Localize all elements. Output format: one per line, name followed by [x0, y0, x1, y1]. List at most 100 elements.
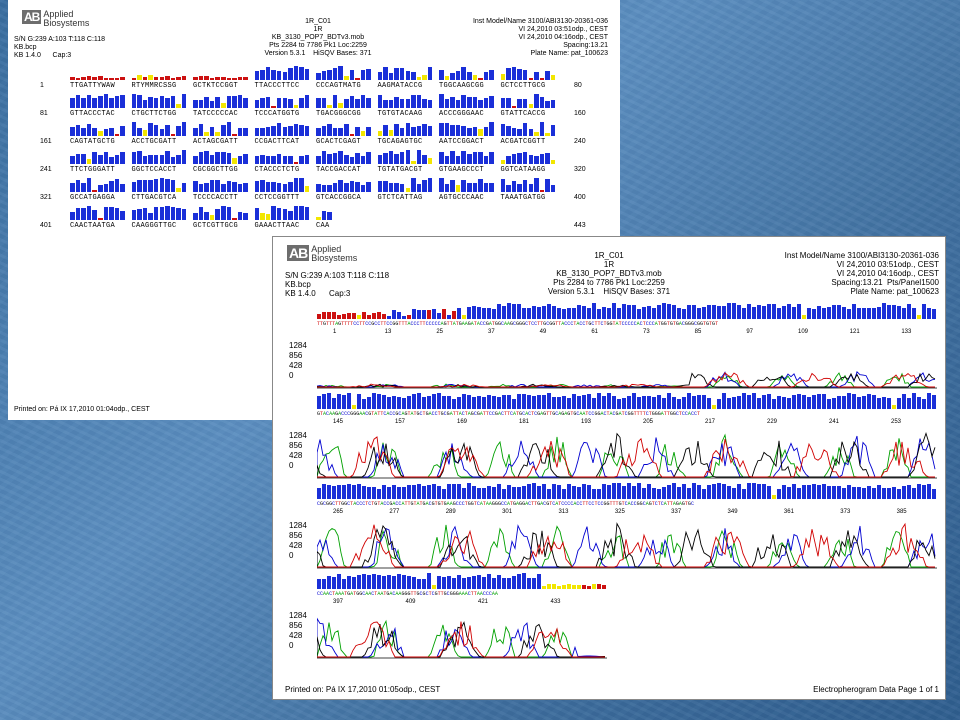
quality-bar [159, 207, 164, 220]
base-call: A [582, 411, 586, 417]
base-call: A [470, 321, 474, 327]
base-call: A [645, 501, 649, 507]
quality-bar [807, 307, 812, 319]
base-call: G [329, 501, 333, 507]
base-group: GTATTCACCG [500, 110, 546, 118]
base-call: C [476, 501, 480, 507]
base-group: GCTCGTTGCG [193, 222, 239, 230]
applied-biosystems-logo: AB Applied Biosystems [22, 10, 89, 28]
base-call: G [690, 321, 694, 327]
base-call: T [482, 501, 486, 507]
quality-bar [517, 153, 522, 164]
quality-bar [757, 398, 762, 409]
base-call: C [681, 411, 685, 417]
quality-bar [478, 100, 483, 108]
base-group: GTGAAGCCCT [439, 166, 485, 174]
base-call: T [380, 321, 384, 327]
quality-bar [226, 152, 232, 164]
quality-bar [387, 487, 392, 499]
base-call: A [600, 411, 604, 417]
quality-bar [847, 485, 852, 499]
quality-bar [562, 585, 567, 589]
quality-bar [120, 183, 125, 192]
quality-bar [747, 483, 752, 499]
quality-bar [797, 303, 802, 319]
base-call: G [404, 411, 408, 417]
quality-bar [877, 485, 882, 499]
y-axis-tick: 428 [289, 631, 303, 640]
base-call: G [458, 321, 462, 327]
quality-bar [545, 179, 550, 192]
quality-bar [170, 157, 176, 164]
quality-bar [492, 577, 497, 589]
base-call: A [335, 321, 339, 327]
quality-bar [817, 393, 822, 409]
base-call: T [528, 321, 532, 327]
base-call: A [425, 501, 429, 507]
applied-biosystems-logo: AB Applied Biosystems [287, 245, 357, 263]
base-call: T [558, 321, 562, 327]
quality-bar [332, 152, 338, 164]
quality-bar [847, 393, 852, 409]
base-call: A [555, 501, 559, 507]
base-call: C [588, 411, 592, 417]
quality-bar [472, 576, 477, 589]
quality-bar [271, 182, 276, 192]
quality-bar [812, 308, 817, 319]
base-call: C [428, 321, 432, 327]
base-call: A [401, 501, 405, 507]
sequence-row: 321 GCCATGAGGA CTTGACGTCA TCCCCACCTT CCTCCGG… [8, 178, 620, 206]
base-group: TCCCATGGTG [254, 110, 300, 118]
base-call: T [558, 501, 562, 507]
quality-bar [260, 213, 265, 220]
quality-bar [528, 128, 533, 136]
quality-bar [304, 68, 310, 80]
base-call: T [609, 501, 613, 507]
base-call: A [368, 591, 372, 597]
base-call: T [669, 501, 673, 507]
quality-bar [682, 397, 687, 409]
quality-bar [732, 488, 737, 499]
base-call: C [365, 411, 369, 417]
quality-bar [70, 212, 75, 220]
quality-bar [697, 484, 702, 499]
base-call: T [537, 321, 541, 327]
quality-bar [612, 396, 617, 409]
quality-bar [506, 67, 511, 80]
base-call: A [449, 501, 453, 507]
quality-bar [405, 98, 410, 108]
quality-bar [882, 303, 887, 319]
base-call: C [425, 321, 429, 327]
quality-bar [327, 154, 332, 164]
base-position-tick: 421 [478, 599, 489, 605]
quality-bar [587, 585, 592, 589]
base-call: A [401, 411, 405, 417]
quality-bar [687, 487, 692, 499]
quality-bar [687, 393, 692, 409]
base-call: C [500, 411, 504, 417]
quality-bar [672, 483, 677, 499]
quality-bar [170, 134, 176, 136]
row-end-number: 400 [574, 194, 586, 201]
quality-bar [444, 75, 450, 80]
base-call: G [630, 411, 634, 417]
quality-bar [288, 155, 293, 164]
quality-bar [137, 179, 142, 192]
base-call: T [317, 321, 321, 327]
base-call: G [485, 321, 489, 327]
quality-bar [528, 78, 533, 80]
quality-bar [316, 156, 321, 164]
quality-bar [282, 156, 287, 164]
quality-bar [120, 77, 125, 80]
base-call: C [555, 411, 559, 417]
quality-bar [232, 95, 237, 108]
quality-bar [392, 485, 397, 499]
base-call: T [353, 591, 357, 597]
base-call: C [693, 321, 697, 327]
base-call: T [666, 321, 670, 327]
y-axis-tick: 1284 [289, 341, 307, 350]
quality-bar [534, 156, 539, 164]
quality-bar [587, 393, 592, 409]
base-call: T [615, 501, 619, 507]
quality-bar [517, 98, 522, 108]
